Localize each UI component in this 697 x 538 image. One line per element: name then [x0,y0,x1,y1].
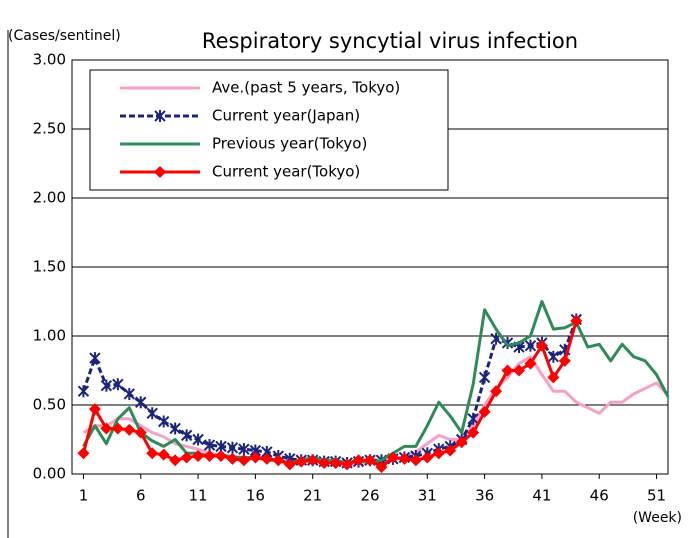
marker [341,458,354,471]
legend-box [89,69,449,191]
marker [215,450,227,463]
legend-marker [154,166,166,178]
marker [100,379,113,392]
y-tick-label: 2.50 [33,120,66,138]
marker [77,447,90,460]
marker [467,412,479,425]
series-line [82,318,578,465]
marker [524,339,537,352]
marker [192,433,204,446]
x-tick-label: 46 [590,487,609,505]
series-line [82,320,578,469]
marker [295,455,308,468]
marker [283,458,296,471]
marker [455,436,468,449]
marker [260,452,273,465]
y-tick-label: 1.00 [33,327,66,345]
marker [421,451,434,464]
x-tick-label: 31 [418,487,437,505]
x-axis-label: (Week) [633,510,682,526]
marker [558,354,571,367]
series-line [82,355,670,465]
marker [88,403,101,416]
marker [157,415,170,428]
y-axis-label: (Cases/sentinel) [8,28,121,44]
marker [180,429,193,442]
marker [226,452,239,465]
marker [180,451,193,464]
chart-title: Respiratory syncytial virus infection [202,29,578,53]
marker [226,441,239,454]
marker [467,426,480,439]
marker [570,314,583,327]
marker [169,454,182,467]
marker [203,450,216,463]
marker [192,450,205,463]
plot-frame [71,59,669,475]
marker [123,387,136,400]
legend-label: Current year(Tokyo) [212,163,360,181]
marker [318,456,331,469]
marker [432,447,445,460]
marker [100,422,113,435]
marker [547,350,560,363]
marker [513,364,525,377]
legend-label: Ave.(past 5 years, Tokyo) [212,79,400,97]
y-tick-label: 0.50 [33,396,66,414]
marker [386,451,399,464]
marker [146,407,158,420]
y-tick-label: 1.50 [33,258,66,276]
x-tick-label: 36 [475,487,494,505]
marker [478,405,491,418]
marker [272,454,285,467]
x-tick-label: 21 [303,487,322,505]
marker [444,444,457,457]
marker [111,422,124,435]
marker [398,452,411,465]
x-tick-label: 11 [189,487,208,505]
x-tick-label: 41 [532,487,551,505]
marker [352,454,365,467]
marker [237,454,250,467]
marker [409,454,422,467]
legend-label: Current year(Japan) [212,107,360,125]
marker [157,448,170,461]
marker [501,364,514,377]
marker [535,339,548,352]
legend-label: Previous year(Tokyo) [212,135,367,153]
x-tick-label: 51 [647,487,666,505]
marker [112,378,124,391]
marker [77,385,90,398]
marker [306,454,319,467]
marker [123,423,136,436]
series-line [82,300,670,465]
marker [146,447,159,460]
marker [478,371,491,384]
marker [249,451,262,464]
x-tick-label: 26 [360,487,379,505]
marker [169,422,181,435]
y-tick-label: 0.00 [33,465,66,483]
y-tick-label: 3.00 [33,51,66,69]
marker [547,371,560,384]
x-tick-label: 6 [136,487,146,505]
x-tick-label: 16 [246,487,265,505]
marker [364,454,376,467]
marker [238,443,250,456]
marker [203,439,216,452]
marker [524,357,537,370]
marker [134,426,147,439]
marker [329,456,342,469]
marker [89,352,101,365]
marker [135,396,147,409]
marker [490,385,503,398]
x-tick-label: 1 [79,487,89,505]
marker [375,461,388,474]
y-tick-label: 2.00 [33,189,66,207]
legend-marker [154,110,166,122]
